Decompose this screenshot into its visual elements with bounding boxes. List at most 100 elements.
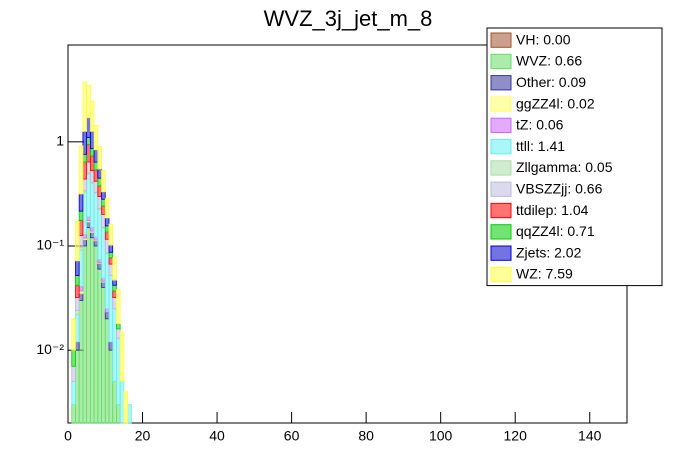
histogram-bar: [86, 84, 91, 119]
histogram-bar: [75, 284, 80, 298]
histogram-bar: [104, 238, 110, 254]
histogram-bar: [108, 275, 114, 343]
legend-label: ggZZ4l: 0.02: [516, 95, 595, 111]
histogram-bar: [82, 245, 88, 424]
legend-swatch: [490, 202, 512, 219]
histogram-bar: [108, 244, 114, 253]
histogram-bar: [104, 312, 110, 320]
histogram-bar: [86, 144, 91, 163]
histogram-bar: [89, 148, 95, 157]
histogram-bar: [89, 155, 95, 172]
histogram-bar: [108, 223, 114, 246]
legend-swatch: [490, 75, 512, 91]
histogram-bar: [112, 308, 117, 382]
histogram-bar: [97, 259, 102, 264]
histogram-bar: [89, 232, 95, 239]
histogram-bar: [97, 196, 102, 210]
y-tick-label: 10⁻²: [36, 341, 64, 357]
histogram-bar: [116, 289, 121, 324]
legend-label: ttdilep: 1.04: [516, 202, 589, 218]
histogram-bar: [82, 178, 88, 192]
histogram-bar: [116, 323, 121, 330]
legend-label: WVZ: 0.66: [516, 53, 582, 69]
legend-label: WZ: 7.59: [516, 266, 573, 282]
legend-swatch: [490, 117, 512, 133]
histogram-bar: [112, 290, 117, 298]
histogram-bar: [82, 239, 88, 247]
legend-swatch: [490, 96, 512, 112]
histogram-bar: [101, 277, 106, 282]
histogram-bar: [93, 240, 99, 247]
histogram-bar: [97, 209, 102, 261]
histogram-bar: [75, 341, 80, 351]
legend-label: Zllgamma: 0.05: [516, 159, 613, 175]
histogram-bar: [86, 221, 91, 229]
histogram-bar: [108, 263, 114, 276]
legend-swatch: [490, 245, 512, 261]
x-tick-label: 60: [284, 428, 300, 444]
histogram-bar: [71, 365, 76, 382]
histogram-bar: [93, 180, 99, 193]
x-tick-label: 80: [358, 428, 374, 444]
legend-swatch: [490, 224, 512, 240]
histogram-bar: [123, 391, 129, 424]
histogram-bar: [101, 170, 106, 193]
chart-title: WVZ_3j_jet_m_8: [264, 6, 433, 31]
histogram-bar: [119, 381, 125, 424]
histogram-bar: [97, 177, 102, 187]
histogram-bar: [82, 81, 88, 132]
histogram-bar: [104, 308, 110, 313]
histogram-bar: [89, 100, 95, 132]
histogram-bar: [82, 131, 88, 155]
legend-label: tZ: 0.06: [516, 117, 564, 133]
legend-swatch: [490, 160, 512, 176]
histogram-bar: [71, 349, 76, 367]
histogram-bar: [86, 161, 91, 174]
legend-label: ttll: 1.41: [516, 138, 565, 154]
histogram-bar: [93, 236, 99, 241]
histogram-bar: [104, 318, 110, 424]
x-tick-label: 100: [429, 428, 453, 444]
legend-swatch: [490, 266, 512, 283]
legend-box: [486, 27, 663, 287]
histogram-bar: [86, 227, 91, 424]
histogram-bar: [104, 225, 110, 233]
histogram-bar: [108, 257, 114, 265]
histogram-bar: [104, 198, 110, 219]
histogram-bar: [75, 297, 80, 311]
histogram-bar: [75, 314, 80, 343]
histogram-bar: [108, 251, 114, 259]
histogram-bar: [78, 220, 84, 236]
histogram-bar: [104, 252, 110, 310]
legend-label: VBSZZjj: 0.66: [516, 180, 603, 196]
histogram-bar: [89, 226, 95, 232]
histogram-bar: [97, 263, 102, 270]
histogram-bar: [89, 237, 95, 424]
histogram-bar: [78, 210, 84, 221]
histogram-bar: [75, 275, 80, 286]
histogram-bar: [86, 173, 91, 218]
histogram-bar: [108, 341, 114, 351]
histogram-bar: [93, 161, 99, 171]
histogram-bar: [78, 193, 84, 212]
legend-label: Other: 0.09: [516, 74, 586, 90]
histogram-bar: [75, 221, 80, 262]
legend-label: Zjets: 2.02: [516, 244, 582, 260]
legend-swatch: [490, 53, 512, 70]
x-tick-label: 140: [578, 428, 602, 444]
histogram-bar: [108, 349, 114, 424]
y-tick-label: 1: [56, 133, 64, 149]
histogram-bar: [89, 182, 95, 228]
histogram-bar: [93, 245, 99, 424]
histogram-bar: [71, 318, 76, 351]
histogram-bar: [78, 293, 84, 301]
histogram-bar: [78, 235, 84, 249]
histogram-bar: [75, 349, 80, 424]
histogram-bar: [101, 227, 106, 279]
histogram-bar: [101, 191, 106, 200]
legend-swatch: [490, 139, 512, 155]
histogram-bar: [82, 153, 88, 163]
histogram-bar: [82, 191, 88, 235]
histogram-bar: [86, 117, 91, 138]
